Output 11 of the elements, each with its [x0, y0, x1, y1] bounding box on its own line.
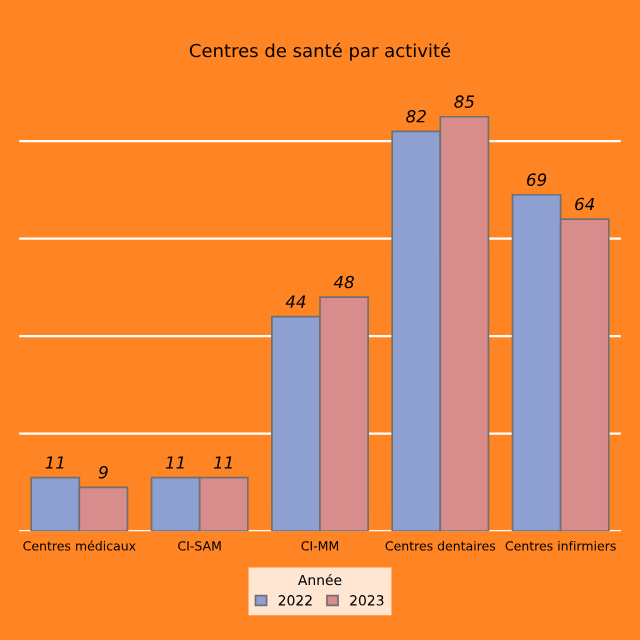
data-label: 11	[165, 456, 184, 469]
data-label: 11	[45, 456, 64, 469]
chart-title: Centres de santé par activité	[189, 42, 451, 61]
data-label: 9	[98, 465, 108, 479]
data-label: 48	[333, 275, 354, 289]
data-label: 11	[213, 456, 232, 469]
data-label: 82	[406, 109, 426, 123]
data-label: 69	[527, 173, 547, 186]
data-label: 85	[454, 95, 475, 108]
data-label: 64	[575, 197, 595, 211]
data-label: 44	[285, 295, 306, 308]
